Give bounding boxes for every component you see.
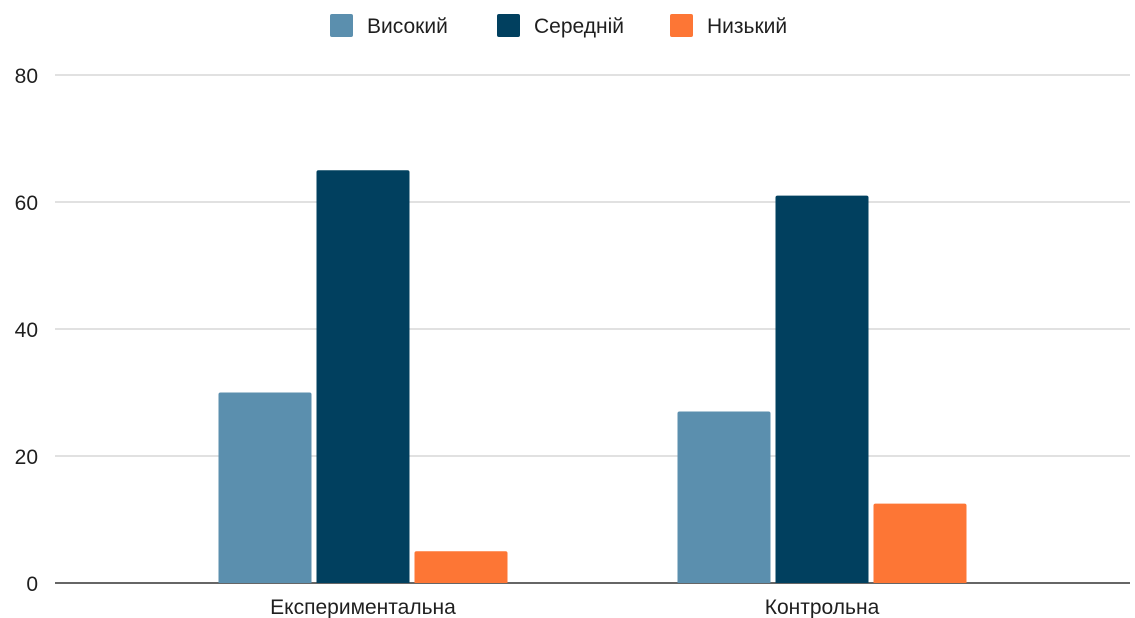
legend-label: Високий [367,15,448,38]
y-tick-label: 80 [15,65,38,88]
bar [316,170,410,583]
legend-swatch [330,14,353,37]
bars [218,170,967,583]
y-axis-ticks: 0 20 40 60 80 [15,65,38,596]
bar [677,411,771,583]
legend-label: Середній [534,15,624,38]
y-tick-label: 0 [26,573,38,596]
x-axis-categories: Експериментальна Контрольна [270,596,879,618]
bar [414,551,508,583]
legend-label: Низький [707,15,787,38]
bar [873,503,967,583]
y-tick-label: 20 [15,446,38,469]
gridlines [55,74,1130,584]
legend-swatch [497,14,520,37]
bar [218,392,312,583]
legend-swatch [670,14,693,37]
y-tick-label: 40 [15,319,38,342]
x-category-label: Експериментальна [270,596,456,618]
legend: Високий Середній Низький [330,14,787,38]
x-category-label: Контрольна [765,596,880,618]
bar [775,195,869,583]
y-tick-label: 60 [15,192,38,215]
